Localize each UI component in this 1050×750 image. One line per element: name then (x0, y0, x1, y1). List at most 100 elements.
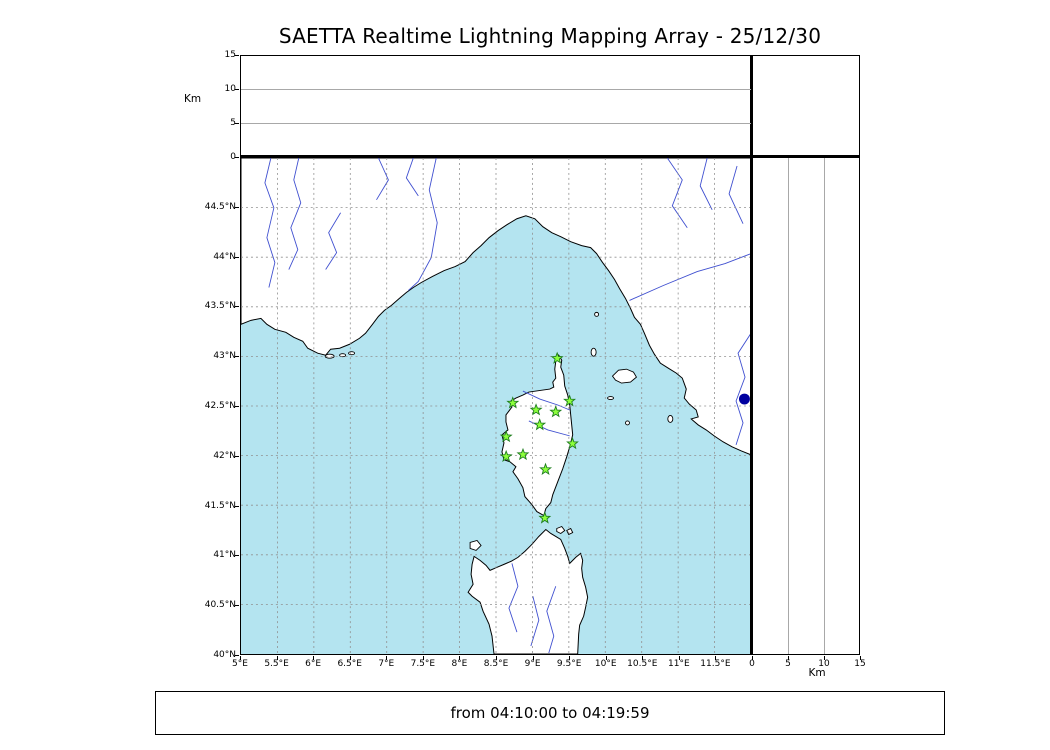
land-masses (241, 158, 751, 654)
altitude-tick-label-top: 10 (224, 84, 236, 94)
altitude-tick-mark-right (824, 656, 825, 660)
lat-tick-mark (235, 207, 239, 208)
altitude-tick-mark-right (788, 656, 789, 660)
corner-panel (752, 55, 860, 157)
altitude-tick-mark-right (752, 656, 753, 660)
altitude-tick-label-right: 10 (818, 659, 830, 669)
montecristo-island (625, 420, 630, 426)
maddalena-island (566, 527, 574, 536)
axis-divider-horizontal (240, 155, 860, 158)
asinara-island (469, 539, 482, 551)
station-star-marker (499, 430, 513, 443)
time-window-box: from 04:10:00 to 04:19:59 (155, 691, 945, 735)
altitude-vs-longitude-panel (240, 55, 752, 157)
capraia-island (590, 347, 597, 357)
station-star-marker (550, 351, 564, 364)
lon-tick-mark (313, 656, 314, 660)
station-star-marker (499, 449, 513, 463)
lon-tick-label: 10°E (594, 659, 617, 669)
station-star-marker (563, 394, 577, 407)
river-line (629, 253, 751, 301)
station-star-marker (529, 403, 543, 416)
altitude-tick-mark-top (235, 157, 239, 158)
lon-tick-mark (715, 656, 716, 660)
river-line (728, 165, 744, 224)
altitude-tick-label-right: 0 (749, 659, 755, 669)
lat-tick-label: 43°N (213, 351, 236, 362)
lat-tick-label: 42.5°N (204, 401, 236, 411)
corsica-island (501, 354, 574, 517)
altitude-tick-label-right: 5 (785, 659, 791, 669)
station-star-marker (549, 405, 563, 418)
lon-tick-mark (496, 656, 497, 660)
lat-tick-mark (235, 257, 239, 258)
map-canvas (241, 158, 751, 654)
river-line (666, 158, 688, 228)
lon-tick-mark (240, 656, 241, 660)
river-line (735, 333, 751, 445)
river-line (376, 158, 389, 201)
lat-tick-mark (235, 456, 239, 457)
lat-tick-label: 40.5°N (204, 600, 236, 611)
axis-divider-vertical (750, 55, 753, 655)
top-panel-grid-line (241, 123, 751, 124)
river-line (288, 158, 302, 270)
gorgona-island (594, 311, 600, 317)
station-star-marker (516, 447, 530, 461)
lon-tick-mark (642, 656, 643, 660)
lat-tick-label: 44.5°N (204, 201, 236, 212)
lat-tick-label: 44°N (213, 251, 236, 262)
right-panel-grid-line (788, 158, 789, 654)
source-dot-marker (738, 393, 750, 405)
altitude-tick-label-top: 5 (230, 118, 236, 128)
lat-tick-mark (235, 506, 239, 507)
lon-tick-label: 5.5°E (264, 659, 289, 669)
lon-tick-label: 11.5°E (700, 659, 731, 669)
altitude-tick-label-top: 15 (224, 50, 236, 60)
lon-tick-label: 7.5°E (410, 659, 436, 669)
river-line (546, 586, 557, 654)
right-panel-grid-line (824, 158, 825, 654)
lat-tick-mark (235, 605, 239, 606)
river-line (325, 212, 341, 270)
lon-tick-label: 10.5°E (627, 659, 658, 669)
lon-tick-mark (533, 656, 534, 660)
lon-tick-label: 5°E (232, 659, 248, 669)
maddalena-island (556, 525, 566, 535)
altitude-axis-label-right: Km (808, 667, 826, 679)
river-line (522, 390, 570, 411)
river-line (405, 158, 419, 197)
station-star-marker (539, 462, 553, 475)
river-line (264, 158, 276, 288)
river-line (508, 563, 519, 633)
sardinia-island (467, 528, 589, 654)
lon-tick-label: 6.5°E (337, 659, 362, 669)
hyeres-island (324, 353, 335, 359)
giglio-island (667, 415, 674, 423)
lat-tick-label: 41°N (213, 550, 236, 561)
lon-tick-label: 9°E (524, 659, 541, 669)
pianosa-island (607, 396, 614, 400)
lon-tick-mark (459, 656, 460, 660)
time-window-text: from 04:10:00 to 04:19:59 (450, 704, 650, 722)
lon-tick-mark (277, 656, 278, 660)
lat-tick-label: 42°N (213, 450, 236, 461)
lat-tick-mark (235, 555, 239, 556)
altitude-tick-label-right: 15 (854, 659, 866, 669)
lon-tick-label: 8°E (451, 659, 468, 669)
mainland-coastline (241, 158, 751, 456)
figure-title: SAETTA Realtime Lightning Mapping Array … (278, 24, 822, 48)
river-line (699, 158, 713, 210)
map-panel (240, 157, 752, 655)
lon-tick-mark (423, 656, 424, 660)
lon-tick-label: 7°E (378, 659, 395, 669)
altitude-axis-label-top: Km (184, 93, 202, 105)
lat-tick-mark (235, 655, 239, 656)
lat-tick-label: 41.5°N (204, 500, 236, 511)
station-star-marker (533, 418, 547, 431)
altitude-tick-mark-top (235, 55, 239, 56)
lon-tick-mark (569, 656, 570, 660)
top-panel-grid-line (241, 89, 751, 90)
lon-tick-label: 8.5°E (483, 659, 509, 669)
